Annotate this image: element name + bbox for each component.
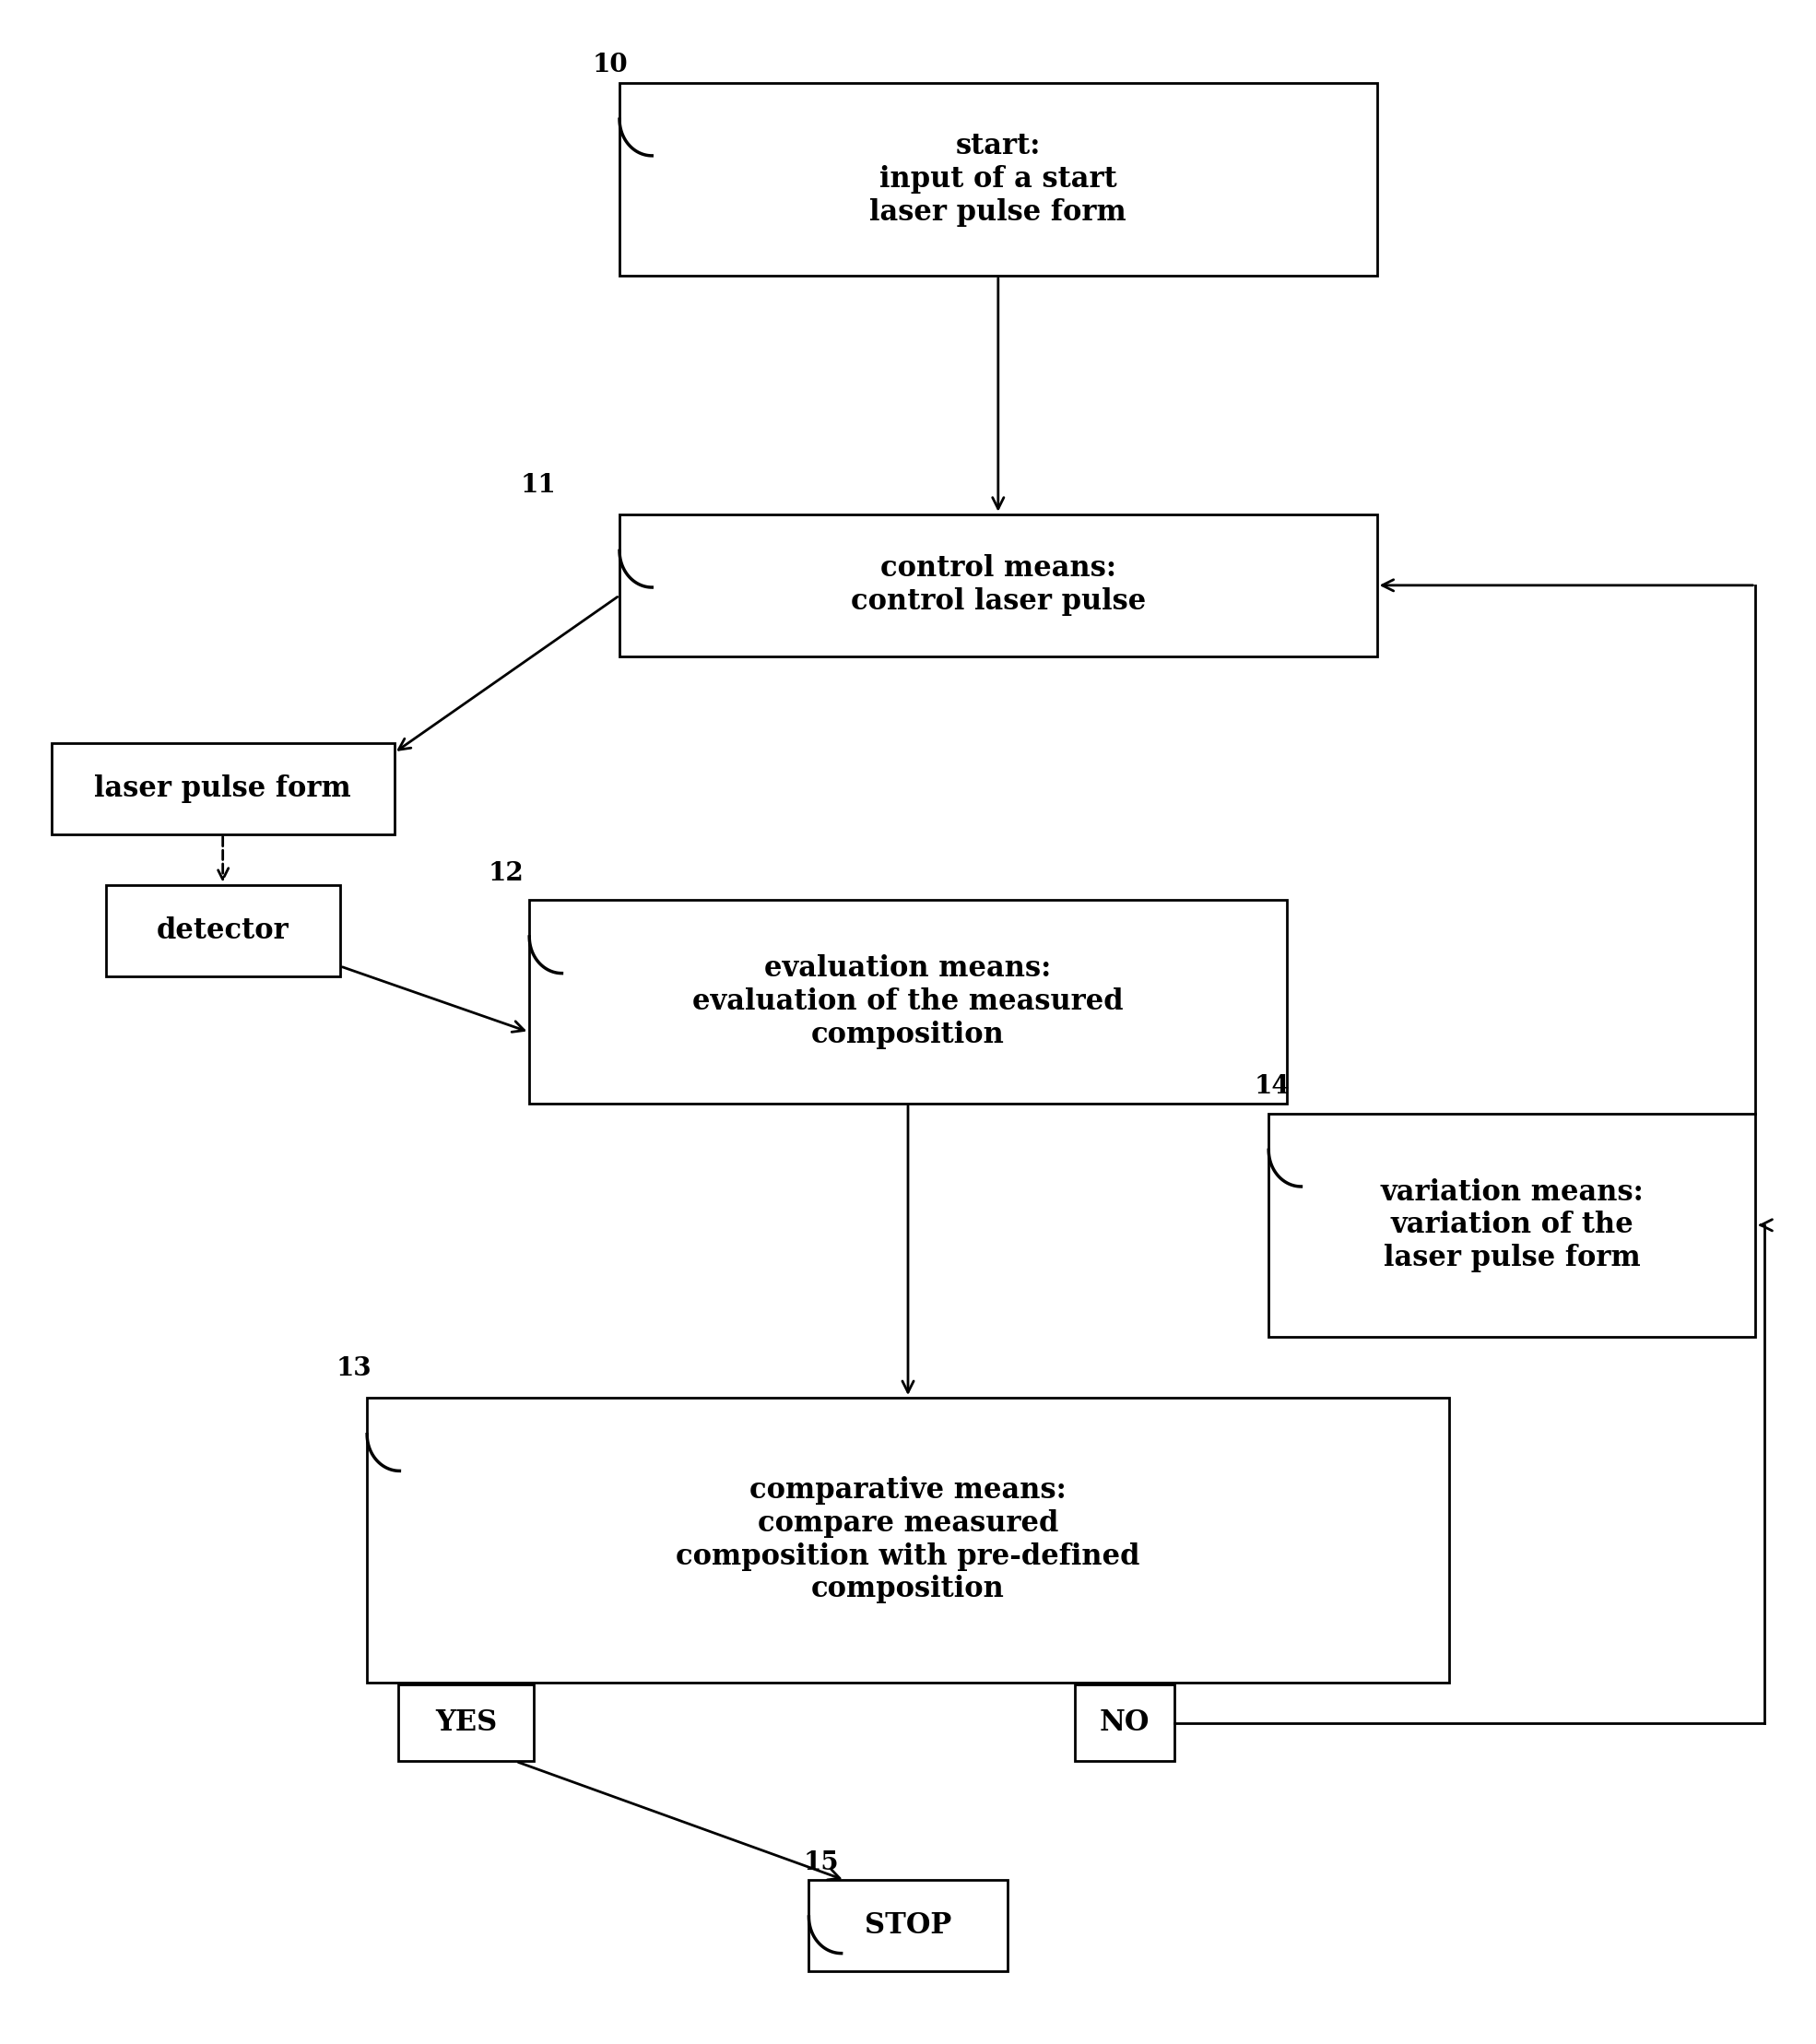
Text: laser pulse form: laser pulse form <box>94 775 350 803</box>
Text: 12: 12 <box>489 861 523 885</box>
Text: 13: 13 <box>336 1357 372 1382</box>
Text: STOP: STOP <box>864 1911 952 1940</box>
Text: control means:
control laser pulse: control means: control laser pulse <box>850 554 1146 615</box>
Bar <box>808 1880 1008 1972</box>
Text: start:
input of a start
laser pulse form: start: input of a start laser pulse form <box>870 131 1126 227</box>
Bar <box>398 1684 534 1762</box>
Text: detector: detector <box>156 916 289 944</box>
Text: 11: 11 <box>521 472 556 499</box>
Bar <box>1075 1684 1173 1762</box>
Bar <box>51 742 394 834</box>
Bar <box>105 885 340 977</box>
Text: 10: 10 <box>592 53 628 78</box>
Bar <box>619 82 1377 276</box>
Text: YES: YES <box>436 1709 498 1737</box>
Bar <box>619 515 1377 656</box>
Bar <box>367 1398 1449 1682</box>
Text: variation means:
variation of the
laser pulse form: variation means: variation of the laser … <box>1380 1177 1643 1273</box>
Bar <box>1269 1114 1756 1337</box>
Text: 15: 15 <box>803 1850 839 1874</box>
Text: NO: NO <box>1099 1709 1150 1737</box>
Bar <box>528 899 1288 1104</box>
Text: comparative means:
compare measured
composition with pre-defined
composition: comparative means: compare measured comp… <box>676 1476 1140 1605</box>
Text: evaluation means:
evaluation of the measured
composition: evaluation means: evaluation of the meas… <box>692 955 1124 1049</box>
Text: 14: 14 <box>1255 1075 1289 1100</box>
